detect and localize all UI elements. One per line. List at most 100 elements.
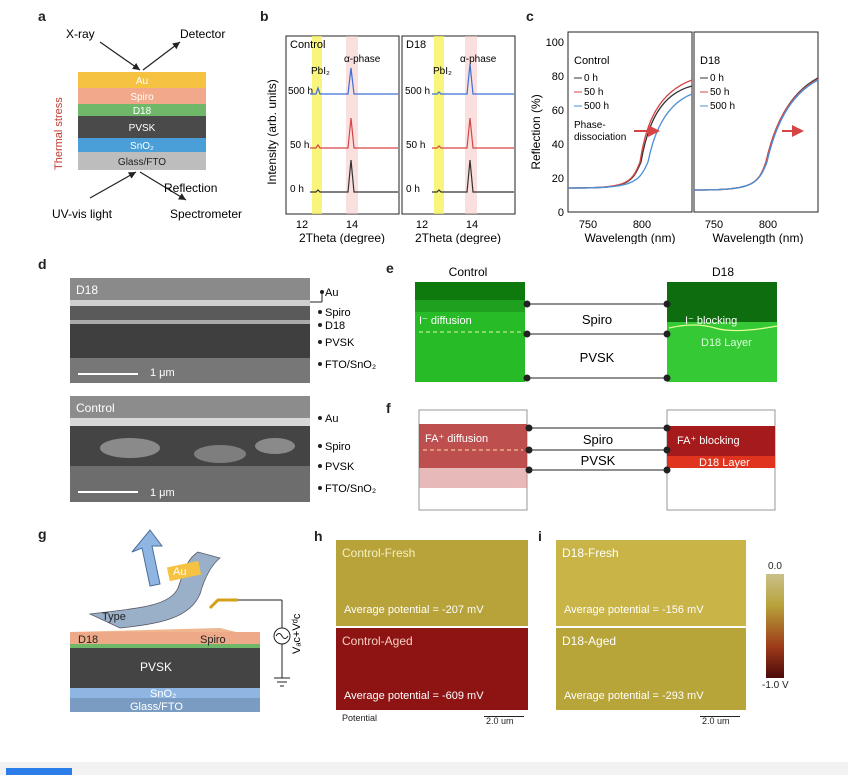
panel-a-diagram: X-ray Detector Au Spiro D18 PVSK SnO₂ Gl…: [52, 27, 242, 221]
svg-text:1 μm: 1 μm: [150, 367, 175, 379]
svg-text:14: 14: [346, 219, 358, 231]
svg-text:750: 750: [705, 219, 723, 231]
svg-text:PVSK: PVSK: [325, 337, 355, 349]
svg-text:750: 750: [579, 219, 597, 231]
panel-b-letter: b: [260, 8, 269, 24]
svg-text:50 h: 50 h: [290, 140, 309, 151]
potential-colorbar: [766, 574, 784, 678]
svg-text:Spiro: Spiro: [130, 92, 154, 103]
svg-text:500 h: 500 h: [405, 86, 430, 97]
svg-text:PVSK: PVSK: [325, 461, 355, 473]
svg-text:SnO₂: SnO₂: [150, 688, 176, 700]
svg-text:500 h: 500 h: [584, 101, 609, 112]
svg-text:12: 12: [416, 219, 428, 231]
svg-text:Au: Au: [136, 76, 148, 87]
svg-text:PVSK: PVSK: [129, 123, 156, 134]
panel-f-tof: FA⁺ diffusion FA⁺ blocking D18 Layer Spi…: [418, 409, 776, 511]
svg-text:12: 12: [296, 219, 308, 231]
svg-text:Control: Control: [574, 55, 609, 67]
svg-text:PVSK: PVSK: [581, 453, 616, 468]
svg-text:D18 Layer: D18 Layer: [701, 337, 752, 349]
svg-text:Wavelength (nm): Wavelength (nm): [713, 231, 804, 244]
thermal-stress-label: Thermal stress: [53, 97, 65, 170]
svg-text:Control: Control: [449, 265, 488, 279]
svg-text:500 h: 500 h: [288, 86, 313, 97]
svg-text:PbI₂: PbI₂: [433, 66, 452, 77]
xray-arrow: [99, 41, 141, 71]
svg-text:0: 0: [558, 207, 564, 219]
reflection-d18-plot: D18 0 h 50 h 500 h 750 800 Wavelength (n…: [693, 31, 819, 244]
svg-text:60: 60: [552, 105, 564, 117]
panel-f-letter: f: [386, 400, 391, 416]
svg-text:D18: D18: [406, 39, 426, 51]
control-aged-map: Control-Aged Average potential = -609 mV: [336, 628, 528, 710]
svg-text:40: 40: [552, 139, 564, 151]
svg-text:D18 Layer: D18 Layer: [699, 457, 750, 469]
panel-g-letter: g: [38, 526, 47, 542]
detector-label: Detector: [180, 27, 225, 41]
spectrometer-arrow: [139, 171, 187, 201]
svg-text:D18: D18: [133, 106, 152, 117]
xrd-control-50h: [310, 117, 398, 149]
xray-label: X-ray: [66, 27, 95, 41]
detector-arrow: [142, 41, 181, 71]
panel-e-letter: e: [386, 260, 394, 276]
svg-text:2Theta (degree): 2Theta (degree): [299, 231, 385, 244]
svg-text:Phase-: Phase-: [574, 120, 606, 131]
svg-text:dissociation: dissociation: [574, 132, 626, 143]
svg-text:Glass/FTO: Glass/FTO: [118, 157, 166, 168]
svg-text:800: 800: [633, 219, 651, 231]
svg-text:I⁻ diffusion: I⁻ diffusion: [419, 315, 472, 327]
svg-text:PVSK: PVSK: [580, 350, 615, 365]
svg-text:1 μm: 1 μm: [150, 487, 175, 499]
svg-text:14: 14: [466, 219, 478, 231]
active-tab-indicator[interactable]: [6, 768, 72, 775]
svg-text:Reflection (%): Reflection (%): [529, 94, 543, 169]
svg-text:Au: Au: [173, 566, 186, 578]
panel-c-reflection: Reflection (%) 0 20 40 60 80 100 Control…: [529, 31, 819, 244]
reflection-control-plot: Control 0 h 50 h 500 h Phase- dissociati…: [567, 31, 693, 244]
svg-text:Spiro: Spiro: [325, 441, 351, 453]
svg-text:PbI₂: PbI₂: [311, 66, 330, 77]
svg-text:α-phase: α-phase: [460, 54, 497, 65]
d18-aged-map: D18-Aged Average potential = -293 mV: [556, 628, 746, 710]
svg-text:SnO₂: SnO₂: [130, 141, 154, 152]
layer-au: [78, 72, 206, 88]
panel-d-letter: d: [38, 256, 47, 272]
svg-text:Wavelength (nm): Wavelength (nm): [585, 231, 676, 244]
panel-g-diagram: Au Type D18 Spiro PVSK SnO₂ Glass/FTO Vₐ…: [70, 529, 303, 713]
svg-text:2Theta (degree): 2Theta (degree): [415, 231, 501, 244]
svg-text:D18: D18: [712, 265, 734, 279]
svg-text:0 h: 0 h: [290, 184, 304, 195]
svg-text:Control: Control: [290, 39, 325, 51]
svg-text:Spiro: Spiro: [200, 634, 226, 646]
panel-c-letter: c: [526, 8, 534, 24]
layer-pvsk: [78, 116, 206, 138]
svg-text:80: 80: [552, 71, 564, 83]
svg-text:0 h: 0 h: [406, 184, 420, 195]
pbi2-highlight: [312, 36, 322, 214]
layer-glass: [78, 152, 206, 170]
svg-text:50 h: 50 h: [710, 87, 729, 98]
svg-text:Au: Au: [325, 287, 338, 299]
reflection-label: Reflection: [164, 181, 217, 195]
svg-text:Spiro: Spiro: [582, 312, 612, 327]
svg-text:FA⁺ blocking: FA⁺ blocking: [677, 435, 740, 447]
potential-label: Potential: [342, 713, 378, 723]
spectrometer-label: Spectrometer: [170, 207, 242, 221]
svg-text:α-phase: α-phase: [344, 54, 381, 65]
svg-text:100: 100: [546, 37, 564, 49]
svg-text:Spiro: Spiro: [325, 307, 351, 319]
layer-d18: [78, 104, 206, 116]
svg-text:FA⁺ diffusion: FA⁺ diffusion: [425, 433, 488, 445]
svg-text:Spiro: Spiro: [583, 432, 613, 447]
svg-text:50 h: 50 h: [584, 87, 603, 98]
svg-text:PVSK: PVSK: [140, 660, 172, 674]
svg-text:D18: D18: [325, 320, 345, 332]
svg-text:0 h: 0 h: [710, 73, 724, 84]
panel-a-letter: a: [38, 8, 46, 24]
svg-text:FTO/SnO₂: FTO/SnO₂: [325, 359, 376, 371]
panel-e-tof: Control D18 I⁻ diffusion I⁻ blocking D18…: [415, 265, 778, 382]
svg-text:Control: Control: [76, 401, 115, 415]
xrd-control-0h: [310, 159, 398, 193]
